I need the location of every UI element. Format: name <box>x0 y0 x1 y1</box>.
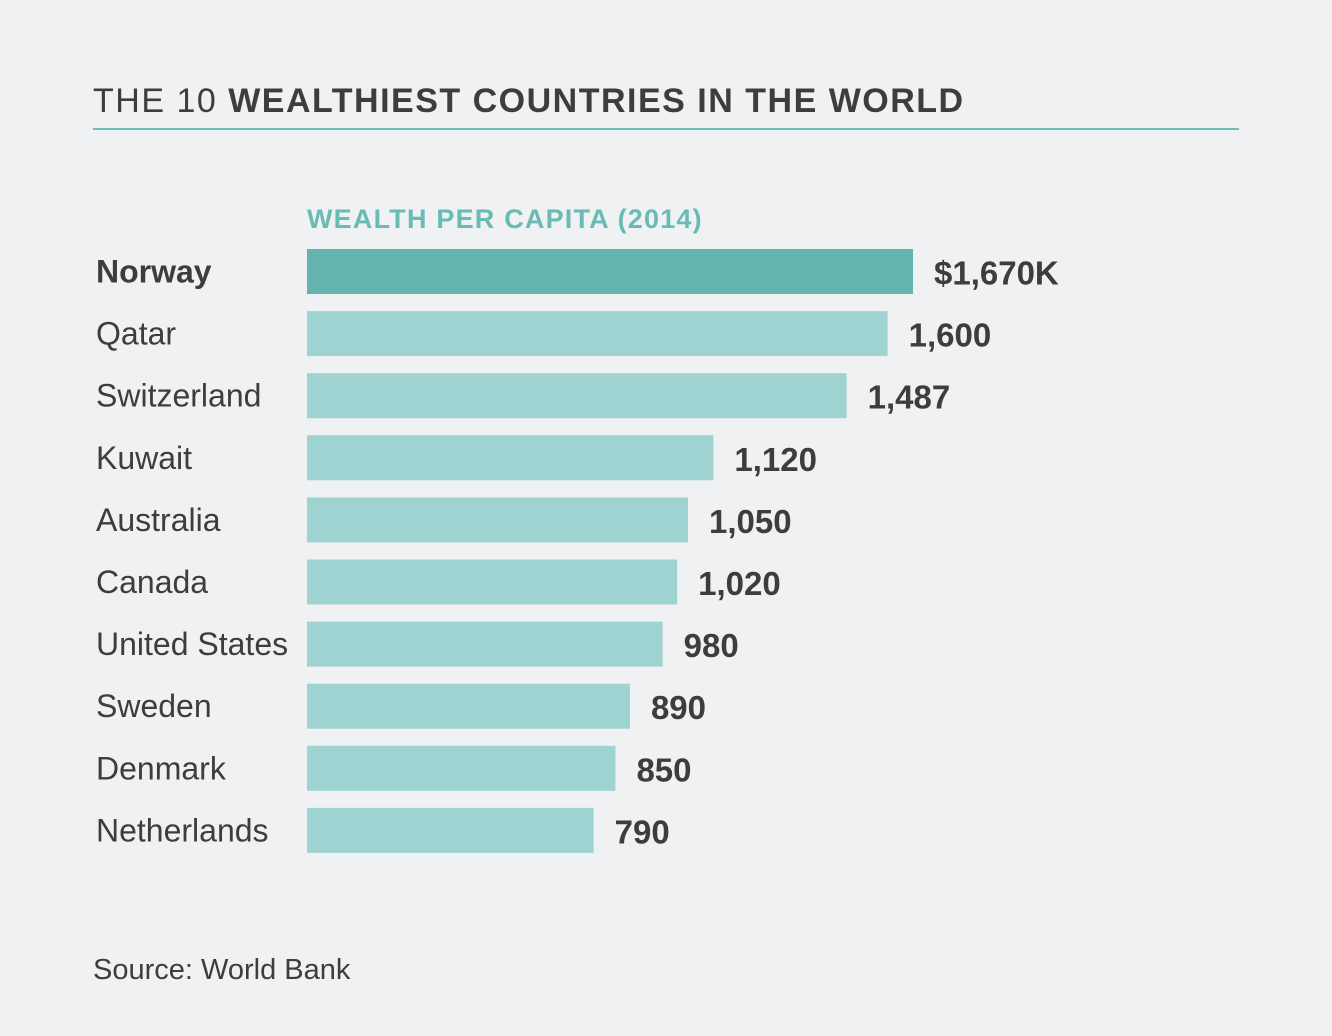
bar <box>307 807 594 853</box>
bar <box>307 311 888 357</box>
category-label: Switzerland <box>96 378 261 414</box>
bar <box>307 745 616 791</box>
chart-title: THE 10 WEALTHIEST COUNTRIES IN THE WORLD <box>93 80 965 122</box>
category-label: Canada <box>96 564 208 600</box>
value-label: 1,600 <box>909 317 992 354</box>
bar <box>307 435 714 481</box>
bar <box>307 249 913 294</box>
category-label: Denmark <box>96 750 227 786</box>
value-label: 890 <box>651 689 706 726</box>
category-label: Kuwait <box>96 440 192 476</box>
title-main: WEALTHIEST COUNTRIES IN THE WORLD <box>228 82 965 120</box>
bar <box>307 373 847 419</box>
title-prefix: THE 10 <box>93 82 218 120</box>
bar <box>307 621 663 667</box>
category-label: Qatar <box>96 316 176 352</box>
source-note: Source: World Bank <box>93 954 351 986</box>
category-label: Norway <box>96 254 212 290</box>
value-label: 850 <box>636 751 691 788</box>
title-divider <box>93 128 1239 130</box>
chart-subtitle: WEALTH PER CAPITA (2014) <box>307 204 703 234</box>
value-label: 980 <box>684 627 739 664</box>
bar <box>307 559 678 605</box>
value-label: 1,050 <box>709 503 792 540</box>
category-label: United States <box>96 626 288 662</box>
category-label: Sweden <box>96 688 212 724</box>
bar <box>307 683 630 729</box>
value-label: $1,670K <box>934 255 1059 292</box>
value-label: 790 <box>615 813 670 850</box>
value-label: 1,020 <box>698 565 781 602</box>
bar <box>307 497 689 543</box>
value-label: 1,487 <box>868 379 951 416</box>
category-label: Australia <box>96 502 221 538</box>
value-label: 1,120 <box>734 441 817 478</box>
category-label: Netherlands <box>96 812 269 848</box>
